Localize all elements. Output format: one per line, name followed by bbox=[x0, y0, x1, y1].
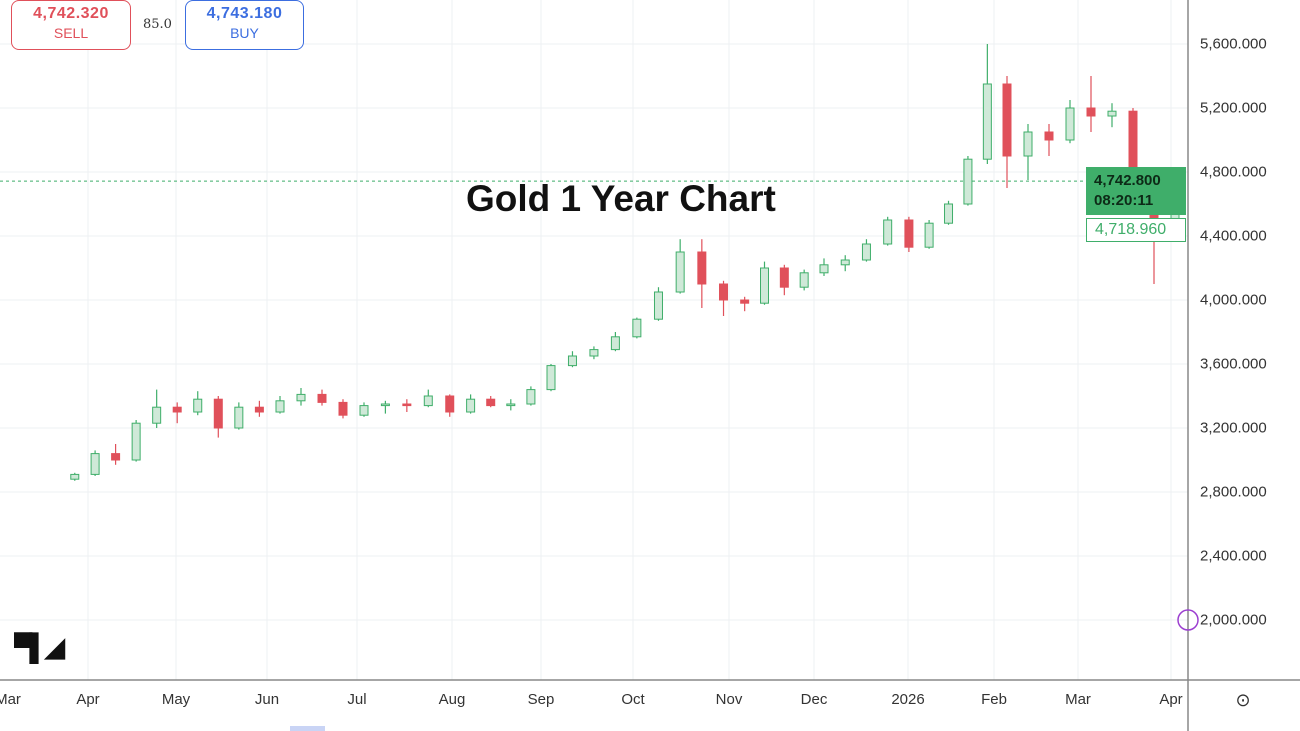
candle-body bbox=[840, 259, 850, 266]
candle-body bbox=[904, 219, 914, 248]
chart-title: Gold 1 Year Chart bbox=[466, 178, 776, 219]
y-tick-label: 3,600.000 bbox=[1200, 355, 1267, 373]
candle-body bbox=[779, 267, 789, 288]
candle-body bbox=[466, 398, 476, 413]
last-price-tag: 4,742.800 08:20:11 bbox=[1086, 167, 1186, 215]
candle-body bbox=[1086, 107, 1096, 117]
candle-body bbox=[799, 272, 809, 288]
tradingview-logo[interactable]: ▀▌◢ bbox=[14, 632, 65, 662]
buy-price: 4,743.180 bbox=[206, 5, 283, 22]
y-tick-label: 4,800.000 bbox=[1200, 163, 1267, 181]
last-price: 4,742.800 bbox=[1094, 172, 1161, 189]
y-tick-label: 5,600.000 bbox=[1200, 35, 1267, 53]
x-tick-label: Jul bbox=[347, 691, 367, 708]
candle-body bbox=[423, 395, 433, 407]
x-tick-label: Apr bbox=[76, 691, 100, 708]
sell-label: SELL bbox=[53, 25, 89, 41]
candle-body bbox=[70, 473, 80, 480]
candle-body bbox=[90, 453, 100, 475]
candle-body bbox=[982, 83, 992, 160]
candle-body bbox=[861, 243, 871, 261]
candle-body bbox=[131, 422, 141, 461]
candle-body bbox=[546, 365, 556, 391]
x-tick-label: Mar bbox=[1065, 691, 1091, 708]
y-tick-label: 2,400.000 bbox=[1200, 547, 1267, 565]
candle-body bbox=[234, 406, 244, 429]
candle-body bbox=[819, 264, 829, 274]
candle-body bbox=[1107, 110, 1117, 117]
candle-body bbox=[111, 453, 121, 461]
y-tick-label: 4,400.000 bbox=[1200, 227, 1267, 245]
buy-label: BUY bbox=[230, 25, 259, 41]
x-tick-label: Mar bbox=[0, 691, 21, 708]
buy-button[interactable]: 4,743.180 BUY bbox=[185, 0, 304, 50]
candle-body bbox=[486, 398, 496, 407]
candle-body bbox=[152, 406, 162, 424]
x-tick-label: Jun bbox=[254, 691, 280, 708]
secondary-price-tag: 4,718.960 bbox=[1086, 218, 1186, 242]
y-tick-label: 3,200.000 bbox=[1200, 419, 1267, 437]
candle-body bbox=[172, 406, 182, 413]
candle-body bbox=[944, 203, 954, 224]
candle-body bbox=[697, 251, 707, 285]
candle-body bbox=[653, 291, 663, 320]
candle-body bbox=[883, 219, 893, 245]
x-tick-label: Feb bbox=[981, 691, 1007, 708]
candle-body bbox=[1002, 83, 1012, 157]
sell-button[interactable]: 4,742.320 SELL bbox=[11, 0, 131, 50]
y-tick-label: 2,800.000 bbox=[1200, 483, 1267, 501]
candle-body bbox=[296, 393, 306, 402]
bar-countdown: 08:20:11 bbox=[1094, 192, 1154, 209]
candle-body bbox=[632, 318, 642, 338]
candle-body bbox=[1065, 107, 1075, 141]
candle-body bbox=[760, 267, 769, 304]
candle-body bbox=[924, 222, 934, 248]
candle-body bbox=[963, 158, 973, 205]
candle-body bbox=[526, 389, 536, 405]
y-tick-label: 5,200.000 bbox=[1200, 99, 1267, 117]
y-tick-label: 2,000.000 bbox=[1200, 611, 1267, 629]
x-tick-label: Aug bbox=[438, 691, 466, 708]
candle-body bbox=[213, 398, 223, 429]
x-tick-label: May bbox=[161, 691, 191, 708]
candle-body bbox=[1023, 131, 1033, 157]
candle-body bbox=[675, 251, 685, 293]
x-tick-label: Dec bbox=[800, 691, 828, 708]
spread-value: 85.0 bbox=[143, 17, 172, 32]
x-tick-label: 2026 bbox=[891, 691, 925, 708]
x-tick-label: Apr bbox=[1159, 691, 1183, 708]
sell-price: 4,742.320 bbox=[33, 5, 109, 22]
candle-body bbox=[589, 349, 599, 357]
x-tick-label: Sep bbox=[527, 691, 555, 708]
candle-body bbox=[1044, 131, 1054, 141]
scrollbar bbox=[290, 726, 325, 731]
candle-body bbox=[506, 403, 516, 407]
candle-body bbox=[254, 406, 264, 413]
candle-body bbox=[445, 395, 455, 413]
settings-icon[interactable]: ⊙ bbox=[1235, 690, 1251, 710]
candle-body bbox=[740, 299, 750, 304]
candle-body bbox=[610, 336, 620, 351]
candle-body bbox=[359, 405, 369, 416]
x-tick-label: Oct bbox=[621, 691, 645, 708]
candle-body bbox=[193, 398, 203, 413]
y-tick-label: 4,000.000 bbox=[1200, 291, 1267, 309]
event-marker-icon bbox=[1177, 609, 1199, 631]
candle-body bbox=[338, 401, 348, 416]
candle-body bbox=[402, 403, 412, 407]
candle-body bbox=[275, 400, 285, 413]
candle-body bbox=[567, 355, 577, 367]
candle-body bbox=[380, 403, 390, 407]
x-tick-label: Nov bbox=[715, 691, 743, 708]
candle-body bbox=[317, 393, 327, 403]
candle-body bbox=[719, 283, 729, 301]
